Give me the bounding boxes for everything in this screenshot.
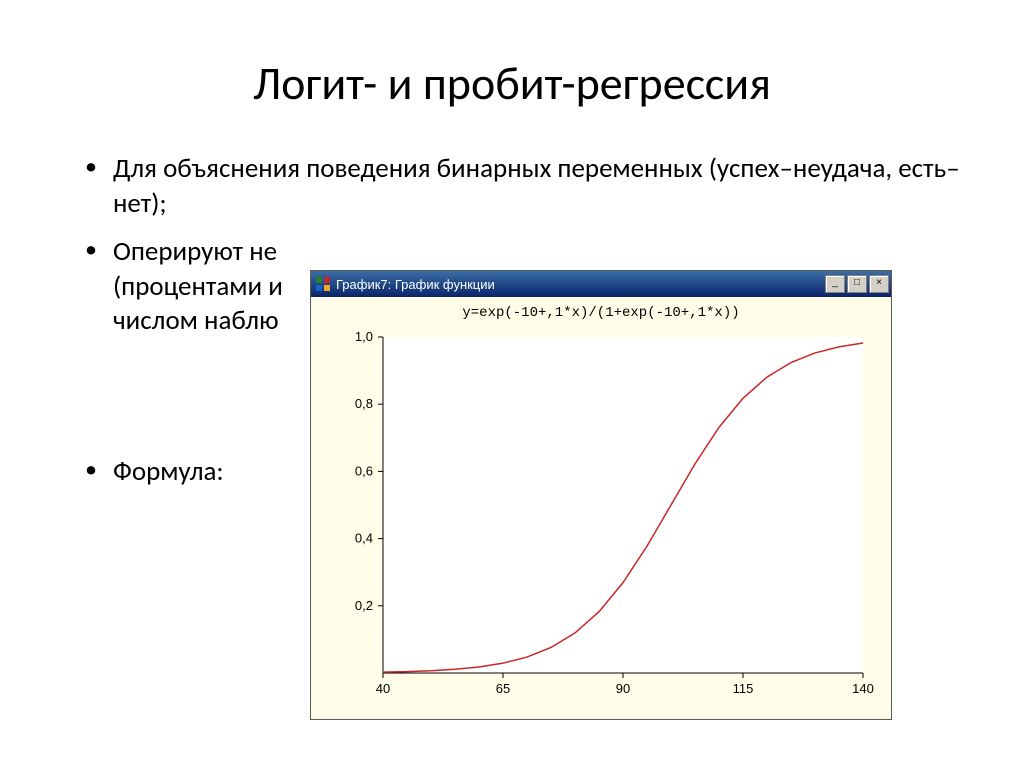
line-chart: 0,2 0,4 0,6 0,8 1,0 40 65 90 115 140 (321, 327, 881, 707)
svg-text:0,8: 0,8 (355, 396, 373, 411)
svg-text:65: 65 (496, 681, 510, 696)
window-title: График7: График функции (336, 277, 825, 292)
svg-text:1,0: 1,0 (355, 329, 373, 344)
svg-text:0,2: 0,2 (355, 598, 373, 613)
bullet-1: Для объяснения поведения бинарных переме… (85, 152, 964, 221)
svg-text:40: 40 (376, 681, 390, 696)
svg-text:90: 90 (616, 681, 630, 696)
app-icon (315, 276, 331, 292)
slide-title: Логит- и пробит-регрессия (0, 0, 1024, 132)
graph-window: График7: График функции _ □ × y=exp(-10+… (310, 270, 892, 720)
chart-area: y=exp(-10+,1*x)/(1+exp(-10+,1*x)) 0,2 0,4… (311, 297, 891, 719)
minimize-button[interactable]: _ (825, 275, 845, 293)
window-titlebar[interactable]: График7: График функции _ □ × (311, 271, 891, 297)
chart-title: y=exp(-10+,1*x)/(1+exp(-10+,1*x)) (321, 305, 881, 321)
svg-text:0,6: 0,6 (355, 463, 373, 478)
svg-text:115: 115 (733, 681, 754, 696)
maximize-button[interactable]: □ (847, 275, 867, 293)
close-button[interactable]: × (869, 275, 889, 293)
svg-text:140: 140 (852, 681, 874, 696)
svg-text:0,4: 0,4 (355, 531, 373, 546)
